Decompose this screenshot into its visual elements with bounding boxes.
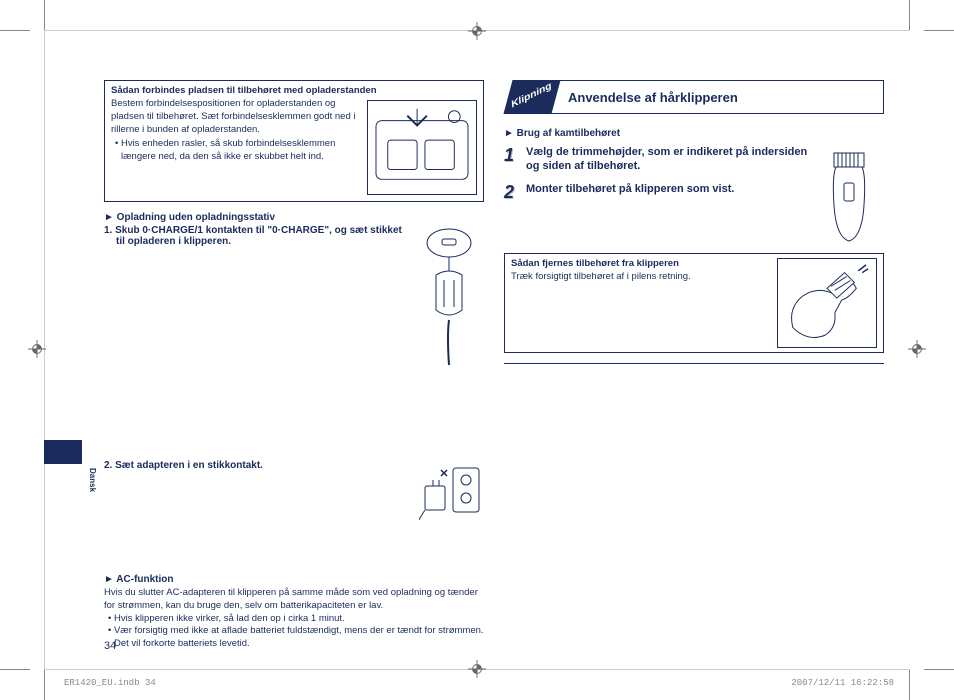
crop-mark: [909, 670, 910, 700]
step-1-text: Vælg de trimmehøjder, som er indikeret p…: [526, 145, 808, 174]
language-tab: [44, 440, 82, 464]
step-number: 2: [504, 182, 526, 203]
step-number: 1: [504, 145, 526, 174]
remove-attachment-box: Sådan fjernes tilbehøret fra klipperen T…: [504, 253, 884, 353]
steps-block: 1 Vælg de trimmehøjder, som er indikeret…: [504, 145, 884, 245]
ac-function-bullet-1: • Hvis klipperen ikke virker, så lad den…: [104, 613, 484, 626]
connect-box: Sådan forbindes pladsen til tilbehøret m…: [104, 80, 484, 202]
ac-function-head: ► AC-funktion: [104, 574, 484, 585]
section-banner: Klipning Anvendelse af hårklipperen: [504, 80, 884, 114]
connect-box-title: Sådan forbindes pladsen til tilbehøret m…: [111, 85, 477, 96]
banner-title: Anvendelse af hårklipperen: [550, 80, 884, 114]
charger-base-illustration: [367, 100, 477, 195]
step-2: 2 Monter tilbehøret på klipperen som vis…: [504, 182, 808, 203]
clipper-plug-illustration: [414, 225, 484, 370]
footer-file: ER1420_EU.indb 34: [64, 678, 156, 688]
registration-mark-icon: [28, 340, 46, 358]
crop-mark: [44, 670, 45, 700]
registration-mark-icon: [468, 22, 486, 40]
ac-function-bullet-2: • Vær forsigtig med ikke at aflade batte…: [104, 625, 484, 651]
crop-mark: [0, 669, 30, 670]
outlet-adapter-illustration: [419, 460, 484, 520]
step-2-text: Monter tilbehøret på klipperen som vist.: [526, 182, 808, 203]
footer-timestamp: 2007/12/11 16:22:58: [791, 678, 894, 688]
footer: ER1420_EU.indb 34 2007/12/11 16:22:58: [64, 678, 894, 688]
page-number: 34: [104, 640, 116, 652]
crop-mark: [924, 30, 954, 31]
banner-tab: Klipning: [503, 80, 560, 114]
banner-tab-label: Klipning: [510, 81, 553, 111]
remove-attachment-illustration: [777, 258, 877, 348]
registration-mark-icon: [908, 340, 926, 358]
crop-mark: [909, 0, 910, 30]
crop-mark: [924, 669, 954, 670]
crop-mark: [0, 30, 30, 31]
divider: [504, 363, 884, 364]
registration-mark-icon: [468, 660, 486, 678]
trimmer-illustration: [814, 145, 884, 245]
step-1-block: 1. Skub 0·CHARGE/1 kontakten til "0·CHAR…: [104, 225, 484, 370]
crop-mark: [44, 0, 45, 30]
right-column: Klipning Anvendelse af hårklipperen ► Br…: [504, 80, 884, 651]
charge-without-stand-head: ► Opladning uden opladningsstativ: [104, 212, 484, 223]
language-label: Dansk: [88, 468, 97, 492]
comb-usage-head: ► Brug af kamtilbehøret: [504, 128, 884, 139]
ac-function-text: Hvis du slutter AC-adapteren til klipper…: [104, 587, 484, 613]
left-column: Sådan forbindes pladsen til tilbehøret m…: [104, 80, 484, 651]
page-content: Sådan forbindes pladsen til tilbehøret m…: [104, 80, 884, 651]
step-2-block: 2. Sæt adapteren i en stikkontakt.: [104, 460, 484, 520]
step-1: 1 Vælg de trimmehøjder, som er indikeret…: [504, 145, 808, 174]
